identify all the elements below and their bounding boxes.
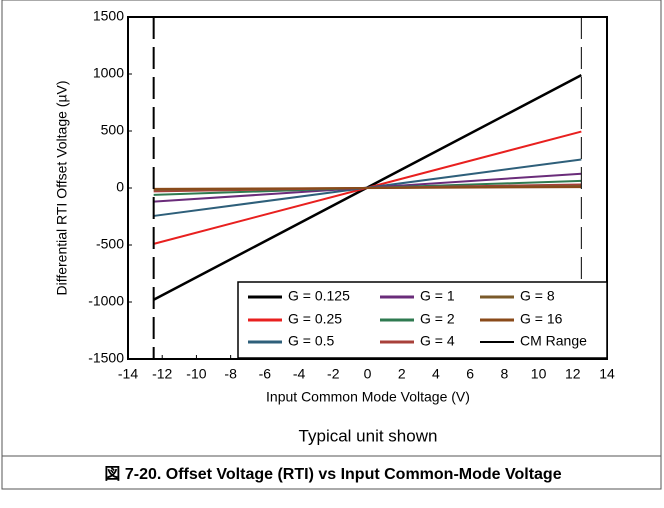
legend-label: G = 1 — [420, 288, 455, 304]
y-tick-label: -1500 — [88, 350, 124, 366]
legend-label: G = 2 — [420, 311, 455, 327]
x-tick-label: 14 — [599, 366, 615, 382]
x-tick-label: 8 — [500, 366, 508, 382]
x-tick-label: -2 — [327, 366, 340, 382]
legend-label: G = 0.125 — [288, 288, 350, 304]
x-tick-label: -6 — [259, 366, 272, 382]
x-axis-label: Input Common Mode Voltage (V) — [266, 389, 470, 405]
y-tick-label: 500 — [101, 122, 125, 138]
figure-border — [1, 0, 662, 490]
x-tick-label: -10 — [186, 366, 206, 382]
y-tick-label: -500 — [96, 236, 124, 252]
series-line — [153, 186, 582, 190]
x-tick-label: 4 — [432, 366, 440, 382]
y-axis-label: Differential RTI Offset Voltage (µV) — [54, 80, 70, 295]
x-tick-label: 10 — [531, 366, 547, 382]
x-tick-label: -12 — [152, 366, 172, 382]
caption: 図 7-20. Offset Voltage (RTI) vs Input Co… — [104, 465, 561, 483]
y-tick-label: -1000 — [88, 293, 124, 309]
y-tick-label: 1000 — [93, 65, 124, 81]
x-tick-label: 2 — [398, 366, 406, 382]
x-tick-label: 0 — [364, 366, 372, 382]
x-tick-label: -8 — [224, 366, 237, 382]
legend-label: G = 16 — [520, 311, 563, 327]
x-tick-label: 12 — [565, 366, 581, 382]
y-tick-label: 0 — [116, 179, 124, 195]
plot-frame — [127, 16, 608, 360]
y-tick-label: 1500 — [93, 8, 124, 24]
legend-box — [237, 281, 608, 359]
legend-label: G = 8 — [520, 288, 555, 304]
legend-label: G = 0.5 — [288, 333, 335, 349]
legend-label: G = 4 — [420, 333, 455, 349]
note: Typical unit shown — [299, 426, 438, 445]
legend-label: G = 0.25 — [288, 311, 342, 327]
x-tick-label: 6 — [466, 366, 474, 382]
legend-label: CM Range — [520, 333, 587, 349]
x-tick-label: -14 — [118, 366, 138, 382]
x-tick-label: -4 — [293, 366, 306, 382]
